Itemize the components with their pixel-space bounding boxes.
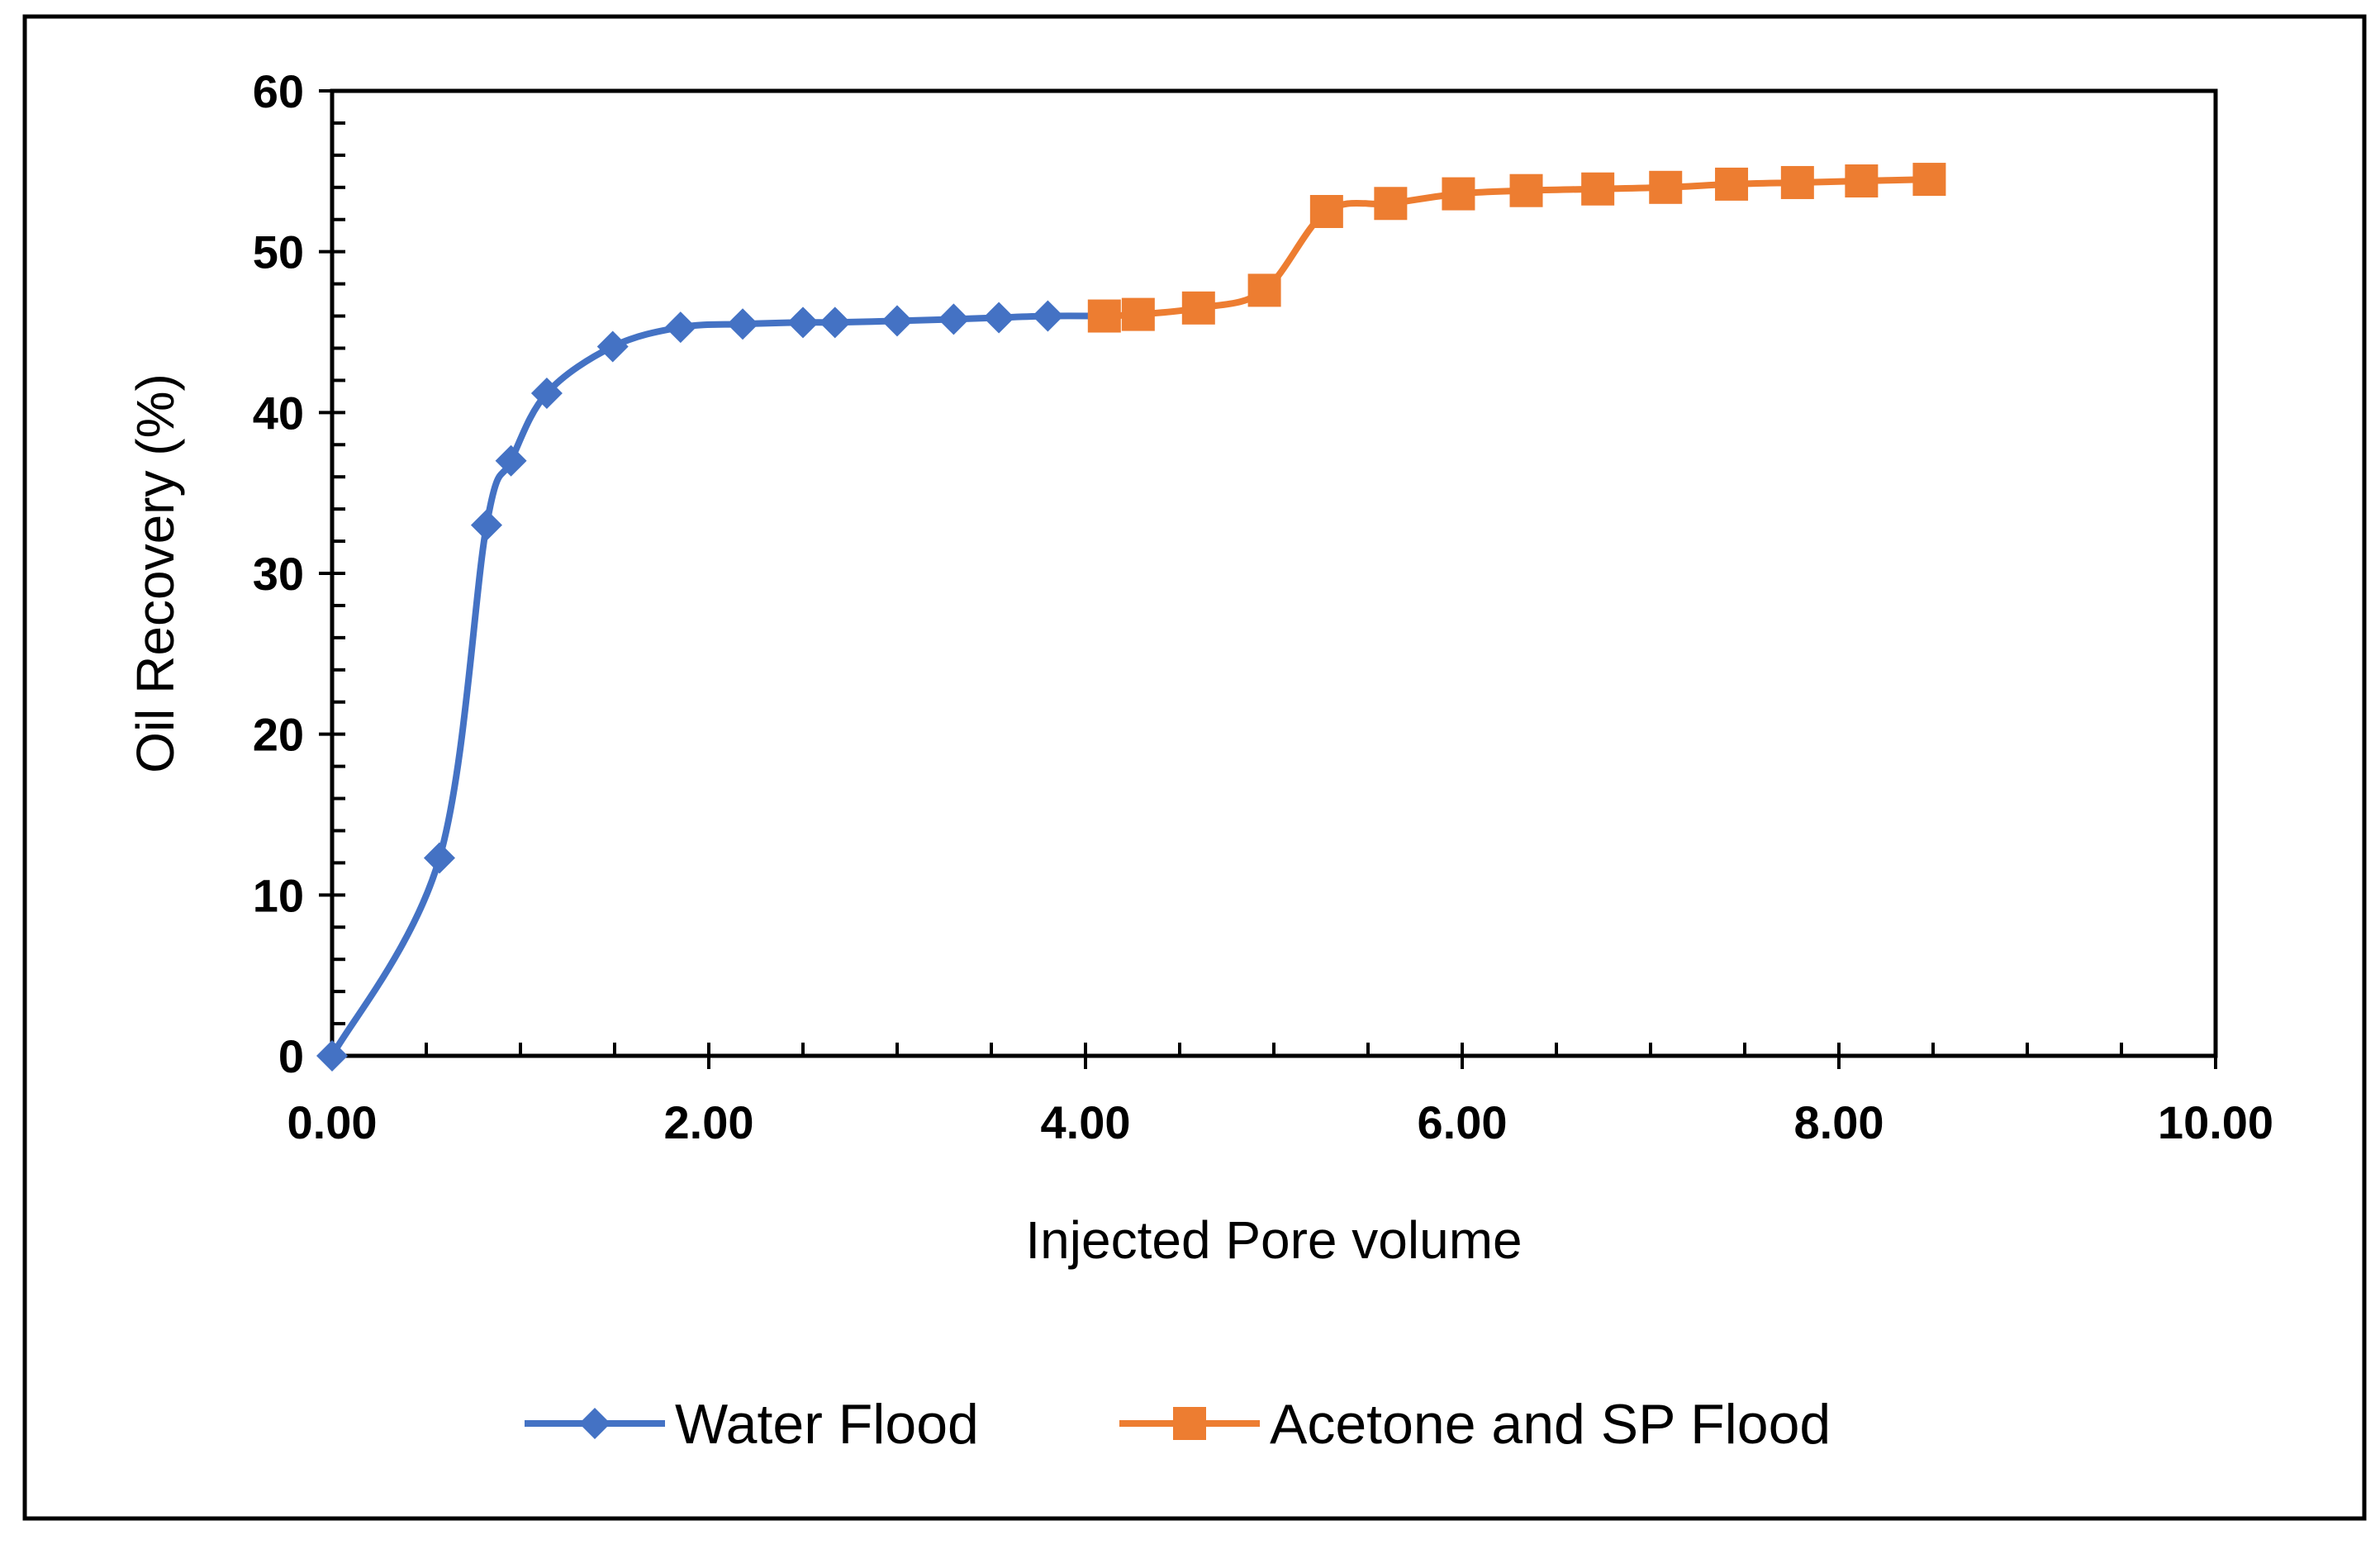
y-tick-label: 10 — [253, 869, 304, 921]
x-axis-title: Injected Pore volume — [1025, 1210, 1522, 1270]
y-tick-label: 60 — [253, 65, 304, 117]
data-point — [1509, 173, 1543, 207]
data-point — [787, 307, 819, 339]
data-point — [1181, 291, 1215, 325]
axis-tick-labels: 0 10 20 30 40 50 60 0.00 2.00 4.00 6.00 8.00 10.00 — [253, 65, 2273, 1148]
x-tick-label: 10.00 — [2158, 1096, 2273, 1148]
data-point — [316, 1040, 348, 1072]
x-tick-label: 6.00 — [1418, 1096, 1508, 1148]
legend-item: Water Flood — [525, 1393, 979, 1456]
data-point — [423, 842, 455, 874]
data-point — [530, 377, 563, 409]
legend-label: Water Flood — [675, 1393, 979, 1456]
data-point — [1087, 299, 1121, 333]
figure-border — [22, 14, 2367, 1521]
axis-ticks — [319, 89, 2217, 1069]
y-tick-label: 50 — [253, 226, 304, 278]
data-point — [1845, 164, 1879, 198]
data-point — [1374, 187, 1408, 221]
data-point — [1912, 163, 1946, 197]
data-point — [727, 308, 759, 340]
x-tick-label: 4.00 — [1041, 1096, 1131, 1148]
series-layer — [316, 163, 1946, 1072]
y-tick-label: 20 — [253, 709, 304, 761]
legend-marker — [1173, 1407, 1206, 1440]
data-point — [664, 311, 696, 344]
data-point — [596, 330, 629, 363]
x-tick-label: 0.00 — [287, 1096, 378, 1148]
series-water-flood — [316, 300, 1120, 1072]
data-point — [495, 444, 527, 477]
data-point — [1715, 167, 1749, 201]
data-point — [1309, 195, 1343, 228]
data-point — [983, 302, 1015, 334]
y-tick-label: 40 — [253, 387, 304, 439]
data-point — [1442, 177, 1475, 211]
y-tick-label: 0 — [278, 1030, 304, 1082]
data-point — [938, 303, 970, 335]
series-acetone-and-sp-flood — [1087, 163, 1946, 333]
data-point — [1581, 172, 1615, 206]
data-point — [881, 305, 913, 337]
legend: Water Flood Acetone and SP Flood — [525, 1393, 1831, 1456]
data-point — [1032, 300, 1064, 332]
data-point — [819, 307, 851, 339]
x-tick-label: 2.00 — [664, 1096, 754, 1148]
data-point — [1121, 297, 1155, 331]
x-tick-label: 8.00 — [1794, 1096, 1884, 1148]
legend-marker — [579, 1408, 610, 1439]
data-point — [470, 509, 502, 541]
data-point — [1247, 273, 1281, 307]
data-point — [1649, 170, 1683, 204]
y-tick-label: 30 — [253, 548, 304, 600]
y-axis-title: Oil Recovery (%) — [126, 373, 185, 773]
data-point — [1780, 165, 1814, 199]
legend-label: Acetone and SP Flood — [1270, 1393, 1831, 1456]
legend-item: Acetone and SP Flood — [1119, 1393, 1831, 1456]
